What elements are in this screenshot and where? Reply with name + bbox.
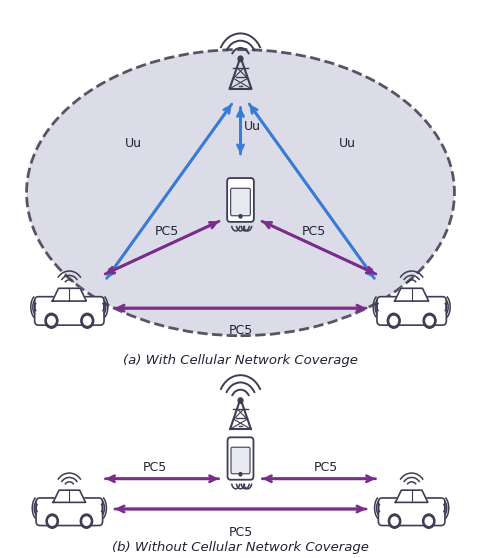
- FancyBboxPatch shape: [376, 297, 445, 325]
- Circle shape: [387, 514, 400, 528]
- FancyBboxPatch shape: [230, 188, 250, 216]
- Circle shape: [80, 514, 93, 528]
- Text: PC5: PC5: [155, 225, 179, 238]
- Text: (b) Without Cellular Network Coverage: (b) Without Cellular Network Coverage: [112, 541, 368, 554]
- FancyBboxPatch shape: [35, 297, 104, 325]
- Text: PC5: PC5: [228, 526, 252, 538]
- Ellipse shape: [26, 50, 454, 336]
- Circle shape: [425, 316, 432, 325]
- Circle shape: [422, 313, 435, 328]
- Circle shape: [238, 56, 242, 61]
- Polygon shape: [394, 288, 428, 301]
- Polygon shape: [53, 490, 85, 502]
- Circle shape: [389, 316, 396, 325]
- Circle shape: [239, 473, 241, 476]
- Circle shape: [386, 313, 399, 328]
- FancyBboxPatch shape: [230, 447, 250, 474]
- Circle shape: [424, 517, 432, 525]
- Text: PC5: PC5: [143, 461, 167, 474]
- Circle shape: [46, 514, 58, 528]
- Circle shape: [390, 517, 397, 525]
- Circle shape: [84, 316, 91, 325]
- FancyBboxPatch shape: [378, 498, 444, 526]
- Circle shape: [238, 398, 242, 403]
- Circle shape: [48, 517, 56, 525]
- Circle shape: [48, 316, 55, 325]
- Text: (a) With Cellular Network Coverage: (a) With Cellular Network Coverage: [123, 354, 357, 367]
- Text: PC5: PC5: [228, 324, 252, 336]
- Circle shape: [45, 313, 58, 328]
- Circle shape: [422, 514, 434, 528]
- Polygon shape: [52, 288, 86, 301]
- FancyBboxPatch shape: [227, 437, 253, 480]
- Polygon shape: [395, 490, 427, 502]
- Circle shape: [81, 313, 94, 328]
- Circle shape: [239, 215, 241, 218]
- FancyBboxPatch shape: [227, 178, 253, 222]
- FancyBboxPatch shape: [36, 498, 102, 526]
- Text: PC5: PC5: [313, 461, 337, 474]
- Text: Uu: Uu: [338, 137, 355, 150]
- Circle shape: [83, 517, 90, 525]
- Text: PC5: PC5: [301, 225, 325, 238]
- Text: Uu: Uu: [125, 137, 142, 150]
- Text: Uu: Uu: [243, 120, 260, 133]
